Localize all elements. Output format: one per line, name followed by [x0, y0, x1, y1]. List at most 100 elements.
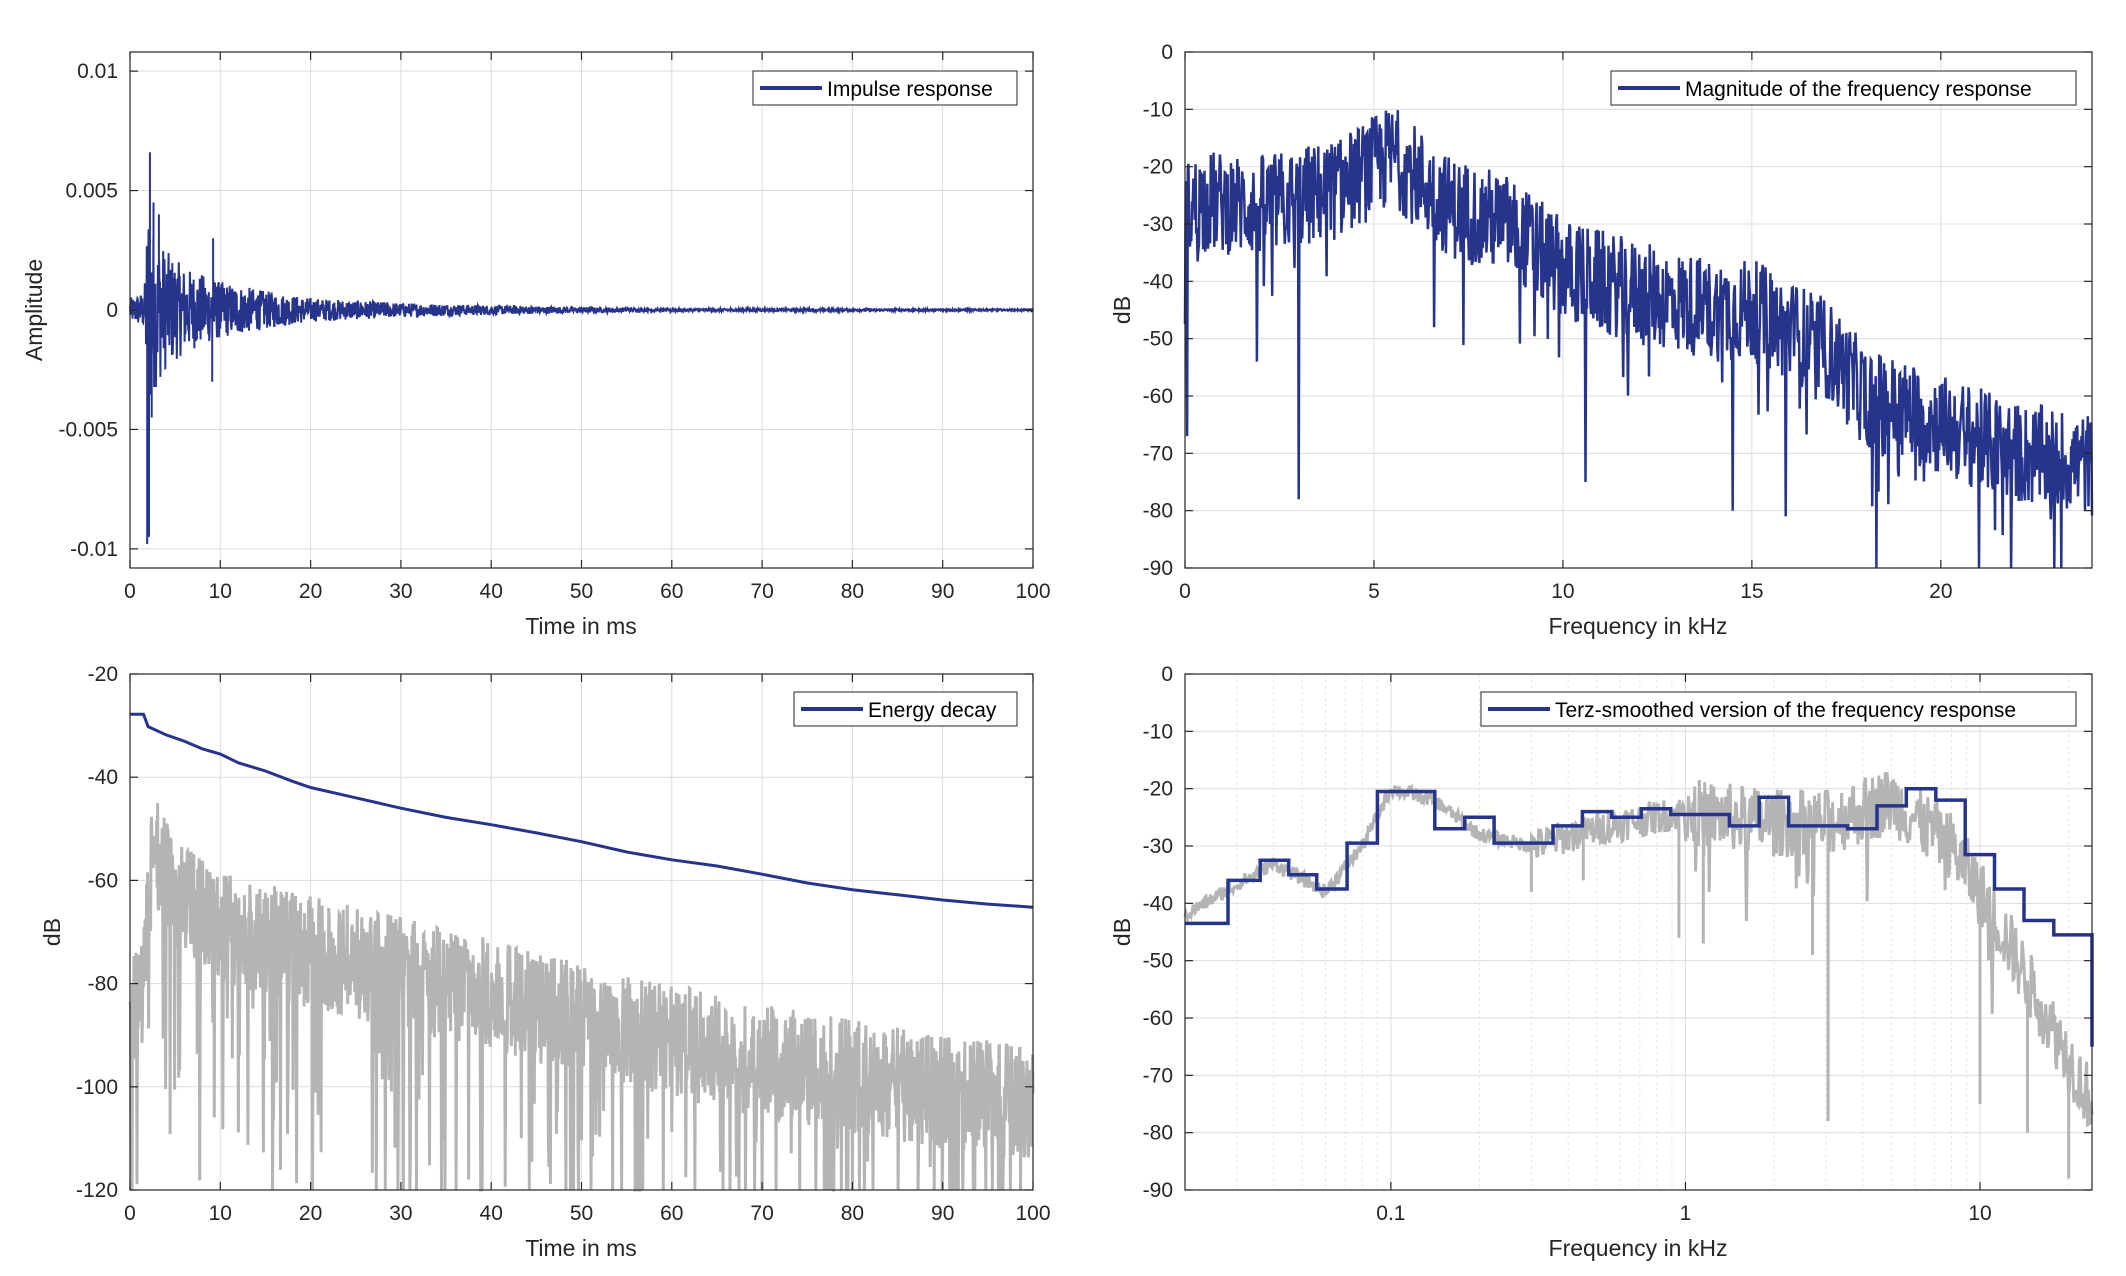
terz-axes-box [1184, 673, 2093, 1191]
impulse-legend: Impulse response [752, 70, 1018, 106]
energy-y-tick-label: -100 [76, 1076, 118, 1099]
terz-y-tick-label: -30 [1143, 835, 1173, 858]
impulse-legend-label: Impulse response [827, 78, 993, 101]
impulse-x-tick-label: 90 [931, 580, 954, 603]
energy-panel: 0 10 20 30 40 50 60 70 80 90 100 -20 -40 -60 -80 -100 -1… [39, 663, 1051, 1261]
energy-legend-label: Energy decay [868, 699, 997, 722]
magnitude-y-tick-label: -80 [1143, 500, 1173, 523]
magnitude-y-tick-label: -50 [1143, 328, 1173, 351]
energy-x-axis-label: Time in ms [525, 1235, 637, 1261]
energy-x-tick-label: 60 [660, 1202, 683, 1225]
magnitude-y-tick-label: -60 [1143, 385, 1173, 408]
terz-y-tick-label: -20 [1143, 778, 1173, 801]
impulse-x-tick-label: 60 [660, 580, 683, 603]
energy-x-tick-label: 40 [480, 1202, 503, 1225]
energy-y-tick-label: -120 [76, 1179, 118, 1202]
impulse-y-tick-label: 0.005 [65, 180, 118, 203]
terz-x-tick-label: 0.1 [1376, 1202, 1405, 1225]
energy-y-tick-label: -40 [88, 766, 118, 789]
terz-y-tick-label: -60 [1143, 1007, 1173, 1030]
impulse-x-tick-label: 30 [389, 580, 412, 603]
impulse-x-tick-label: 50 [570, 580, 593, 603]
impulse-x-tick-label: 10 [209, 580, 232, 603]
terz-y-axis-label: dB [1109, 918, 1135, 946]
magnitude-axes-box [1184, 51, 2093, 569]
magnitude-legend-box [1610, 70, 2077, 106]
energy-x-tick-label: 10 [209, 1202, 232, 1225]
energy-y-tick-label: -20 [88, 663, 118, 686]
terz-x-axis-label: Frequency in kHz [1549, 1235, 1728, 1261]
magnitude-x-tick-label: 20 [1929, 580, 1952, 603]
energy-x-tick-label: 50 [570, 1202, 593, 1225]
terz-smoothed-line [1185, 786, 2094, 1047]
magnitude-y-tick-label: -30 [1143, 213, 1173, 236]
energy-x-tick-label: 30 [389, 1202, 412, 1225]
magnitude-legend: Magnitude of the frequency response [1610, 70, 2077, 106]
magnitude-panel: 0 5 10 15 20 0 -10 -20 -30 -40 -50 -60 -70 -80 -90 Fre… [1109, 41, 2094, 639]
terz-y-tick-label: -90 [1143, 1179, 1173, 1202]
terz-legend-label: Terz-smoothed version of the frequency r… [1555, 699, 2016, 722]
impulse-panel: 0 10 20 30 40 50 60 70 80 90 100 -0.01 -0.005 0 0.005 0… [21, 51, 1051, 639]
impulse-x-tick-label: 0 [124, 580, 136, 603]
energy-x-tick-label: 70 [750, 1202, 773, 1225]
magnitude-y-tick-label: -40 [1143, 270, 1173, 293]
terz-x-tick-label: 10 [1968, 1202, 1991, 1225]
terz-ticks: 0.1 1 10 0 -10 -20 -30 -40 -50 -60 -70 -80 -90 [1143, 663, 2092, 1225]
magnitude-response-line [1183, 110, 2094, 569]
energy-x-tick-label: 90 [931, 1202, 954, 1225]
energy-y-axis-label: dB [39, 918, 65, 946]
magnitude-ticks: 0 5 10 15 20 0 -10 -20 -30 -40 -50 -60 -70 -80 -90 [1143, 41, 2092, 603]
energy-y-tick-label: -80 [88, 973, 118, 996]
magnitude-x-tick-label: 10 [1551, 580, 1574, 603]
terz-y-tick-label: -50 [1143, 950, 1173, 973]
energy-x-tick-label: 20 [299, 1202, 322, 1225]
terz-y-tick-label: -40 [1143, 892, 1173, 915]
terz-panel: 0.1 1 10 0 -10 -20 -30 -40 -50 -60 -70 -80 -90 Frequ… [1109, 663, 2094, 1261]
terz-raw-response-line [1183, 771, 2094, 1179]
impulse-x-tick-label: 80 [841, 580, 864, 603]
energy-x-tick-label: 80 [841, 1202, 864, 1225]
energy-legend: Energy decay [793, 691, 1018, 727]
impulse-y-tick-label: 0 [106, 299, 118, 322]
magnitude-legend-label: Magnitude of the frequency response [1685, 78, 2032, 101]
magnitude-y-tick-label: -90 [1143, 557, 1173, 580]
terz-grid [1185, 673, 2092, 1191]
magnitude-x-axis-label: Frequency in kHz [1549, 613, 1728, 639]
magnitude-x-tick-label: 5 [1368, 580, 1380, 603]
terz-x-tick-label: 1 [1680, 1202, 1692, 1225]
impulse-x-tick-label: 100 [1015, 580, 1050, 603]
magnitude-y-tick-label: -70 [1143, 442, 1173, 465]
impulse-x-tick-label: 40 [480, 580, 503, 603]
impulse-x-axis-label: Time in ms [525, 613, 637, 639]
magnitude-y-tick-label: -10 [1143, 98, 1173, 121]
impulse-y-tick-label: -0.005 [58, 418, 118, 441]
energy-x-tick-label: 100 [1015, 1202, 1050, 1225]
terz-plot-area [1183, 771, 2094, 1179]
magnitude-x-tick-label: 15 [1740, 580, 1763, 603]
impulse-x-tick-label: 20 [299, 580, 322, 603]
magnitude-y-tick-label: 0 [1161, 41, 1173, 64]
energy-plot-area [128, 712, 1035, 1192]
magnitude-plot-area [1183, 110, 2094, 569]
terz-y-tick-label: -80 [1143, 1122, 1173, 1145]
energy-x-tick-label: 0 [124, 1202, 136, 1225]
energy-ticks: 0 10 20 30 40 50 60 70 80 90 100 -20 -40 -60 -80 -100 -1… [76, 663, 1051, 1225]
magnitude-y-axis-label: dB [1109, 296, 1135, 324]
magnitude-x-tick-label: 0 [1179, 580, 1191, 603]
impulse-y-tick-label: -0.01 [70, 538, 118, 561]
impulse-ticks: 0 10 20 30 40 50 60 70 80 90 100 -0.01 -0.005 0 0.005 0… [58, 52, 1051, 603]
terz-legend: Terz-smoothed version of the frequency r… [1480, 691, 2077, 727]
impulse-x-tick-label: 70 [750, 580, 773, 603]
energy-squared-response-line [128, 803, 1035, 1192]
impulse-y-tick-label: 0.01 [77, 60, 118, 83]
terz-y-tick-label: 0 [1161, 663, 1173, 686]
terz-y-tick-label: -70 [1143, 1064, 1173, 1087]
terz-y-tick-label: -10 [1143, 720, 1173, 743]
magnitude-y-tick-label: -20 [1143, 156, 1173, 179]
energy-y-tick-label: -60 [88, 869, 118, 892]
impulse-response-line [129, 152, 1034, 545]
impulse-y-axis-label: Amplitude [21, 259, 47, 361]
energy-decay-line [130, 712, 1034, 909]
terz-legend-box [1480, 691, 2077, 727]
